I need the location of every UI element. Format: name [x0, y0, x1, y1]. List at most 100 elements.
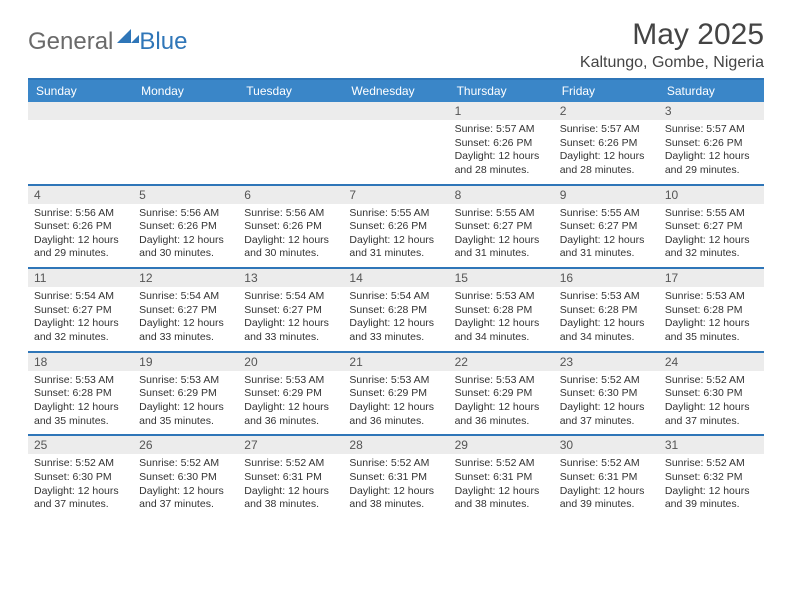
day-number: 8 — [449, 186, 554, 204]
day-number: 23 — [554, 353, 659, 371]
day-number: 25 — [28, 436, 133, 454]
day-text: Sunrise: 5:54 AMSunset: 6:27 PMDaylight:… — [133, 287, 238, 351]
calendar-day: 30Sunrise: 5:52 AMSunset: 6:31 PMDayligh… — [554, 435, 659, 518]
day-number: 17 — [659, 269, 764, 287]
calendar-day: 15Sunrise: 5:53 AMSunset: 6:28 PMDayligh… — [449, 268, 554, 352]
day-number: 30 — [554, 436, 659, 454]
calendar-thead: SundayMondayTuesdayWednesdayThursdayFrid… — [28, 80, 764, 102]
day-text: Sunrise: 5:52 AMSunset: 6:30 PMDaylight:… — [28, 454, 133, 518]
calendar-page: General Blue May 2025 Kaltungo, Gombe, N… — [0, 0, 792, 518]
calendar-day: 21Sunrise: 5:53 AMSunset: 6:29 PMDayligh… — [343, 352, 448, 436]
calendar-day: 7Sunrise: 5:55 AMSunset: 6:26 PMDaylight… — [343, 185, 448, 269]
day-text — [238, 120, 343, 178]
location: Kaltungo, Gombe, Nigeria — [580, 54, 764, 72]
day-text: Sunrise: 5:53 AMSunset: 6:29 PMDaylight:… — [449, 371, 554, 435]
day-number: 19 — [133, 353, 238, 371]
calendar-day: 12Sunrise: 5:54 AMSunset: 6:27 PMDayligh… — [133, 268, 238, 352]
day-text: Sunrise: 5:53 AMSunset: 6:29 PMDaylight:… — [133, 371, 238, 435]
day-number: 22 — [449, 353, 554, 371]
day-number: 18 — [28, 353, 133, 371]
day-text: Sunrise: 5:52 AMSunset: 6:30 PMDaylight:… — [659, 371, 764, 435]
day-number: 21 — [343, 353, 448, 371]
day-number: 11 — [28, 269, 133, 287]
day-text: Sunrise: 5:55 AMSunset: 6:27 PMDaylight:… — [659, 204, 764, 268]
brand-blue: Blue — [139, 28, 187, 56]
calendar-day: 3Sunrise: 5:57 AMSunset: 6:26 PMDaylight… — [659, 102, 764, 185]
day-text: Sunrise: 5:54 AMSunset: 6:27 PMDaylight:… — [238, 287, 343, 351]
calendar-day: 1Sunrise: 5:57 AMSunset: 6:26 PMDaylight… — [449, 102, 554, 185]
calendar-day: 14Sunrise: 5:54 AMSunset: 6:28 PMDayligh… — [343, 268, 448, 352]
calendar-week: 18Sunrise: 5:53 AMSunset: 6:28 PMDayligh… — [28, 352, 764, 436]
day-text: Sunrise: 5:52 AMSunset: 6:31 PMDaylight:… — [449, 454, 554, 518]
month-title: May 2025 — [580, 18, 764, 52]
calendar-body: 1Sunrise: 5:57 AMSunset: 6:26 PMDaylight… — [28, 102, 764, 518]
calendar-day — [343, 102, 448, 185]
dow-header: Tuesday — [238, 80, 343, 102]
dow-header: Saturday — [659, 80, 764, 102]
day-text: Sunrise: 5:52 AMSunset: 6:31 PMDaylight:… — [554, 454, 659, 518]
day-text: Sunrise: 5:55 AMSunset: 6:27 PMDaylight:… — [449, 204, 554, 268]
day-number: 29 — [449, 436, 554, 454]
day-text: Sunrise: 5:55 AMSunset: 6:27 PMDaylight:… — [554, 204, 659, 268]
day-number: 5 — [133, 186, 238, 204]
day-number: 24 — [659, 353, 764, 371]
day-number: 12 — [133, 269, 238, 287]
calendar-day: 26Sunrise: 5:52 AMSunset: 6:30 PMDayligh… — [133, 435, 238, 518]
day-text: Sunrise: 5:55 AMSunset: 6:26 PMDaylight:… — [343, 204, 448, 268]
day-number: 3 — [659, 102, 764, 120]
calendar-day: 10Sunrise: 5:55 AMSunset: 6:27 PMDayligh… — [659, 185, 764, 269]
calendar-day: 6Sunrise: 5:56 AMSunset: 6:26 PMDaylight… — [238, 185, 343, 269]
day-text: Sunrise: 5:53 AMSunset: 6:28 PMDaylight:… — [28, 371, 133, 435]
header: General Blue May 2025 Kaltungo, Gombe, N… — [28, 18, 764, 72]
day-text: Sunrise: 5:52 AMSunset: 6:30 PMDaylight:… — [554, 371, 659, 435]
day-number: 4 — [28, 186, 133, 204]
calendar-day — [238, 102, 343, 185]
day-number: 31 — [659, 436, 764, 454]
day-number — [28, 102, 133, 120]
day-text: Sunrise: 5:53 AMSunset: 6:28 PMDaylight:… — [554, 287, 659, 351]
calendar-day: 16Sunrise: 5:53 AMSunset: 6:28 PMDayligh… — [554, 268, 659, 352]
day-number: 7 — [343, 186, 448, 204]
calendar-week: 4Sunrise: 5:56 AMSunset: 6:26 PMDaylight… — [28, 185, 764, 269]
calendar-day: 5Sunrise: 5:56 AMSunset: 6:26 PMDaylight… — [133, 185, 238, 269]
day-number: 1 — [449, 102, 554, 120]
day-number: 27 — [238, 436, 343, 454]
calendar-week: 11Sunrise: 5:54 AMSunset: 6:27 PMDayligh… — [28, 268, 764, 352]
calendar-day — [28, 102, 133, 185]
brand-logo: General Blue — [28, 18, 187, 56]
brand-mark-icon — [117, 29, 139, 43]
dow-header: Friday — [554, 80, 659, 102]
day-text: Sunrise: 5:54 AMSunset: 6:28 PMDaylight:… — [343, 287, 448, 351]
day-text: Sunrise: 5:57 AMSunset: 6:26 PMDaylight:… — [449, 120, 554, 184]
day-text — [343, 120, 448, 178]
day-text — [28, 120, 133, 178]
day-text: Sunrise: 5:56 AMSunset: 6:26 PMDaylight:… — [133, 204, 238, 268]
dow-header: Thursday — [449, 80, 554, 102]
calendar-day: 25Sunrise: 5:52 AMSunset: 6:30 PMDayligh… — [28, 435, 133, 518]
calendar-day: 31Sunrise: 5:52 AMSunset: 6:32 PMDayligh… — [659, 435, 764, 518]
calendar-day: 29Sunrise: 5:52 AMSunset: 6:31 PMDayligh… — [449, 435, 554, 518]
day-number — [343, 102, 448, 120]
day-number: 10 — [659, 186, 764, 204]
calendar-day: 28Sunrise: 5:52 AMSunset: 6:31 PMDayligh… — [343, 435, 448, 518]
calendar-day: 17Sunrise: 5:53 AMSunset: 6:28 PMDayligh… — [659, 268, 764, 352]
dow-header: Wednesday — [343, 80, 448, 102]
day-number — [238, 102, 343, 120]
calendar-day: 13Sunrise: 5:54 AMSunset: 6:27 PMDayligh… — [238, 268, 343, 352]
day-number: 16 — [554, 269, 659, 287]
calendar-day: 24Sunrise: 5:52 AMSunset: 6:30 PMDayligh… — [659, 352, 764, 436]
day-text: Sunrise: 5:52 AMSunset: 6:32 PMDaylight:… — [659, 454, 764, 518]
day-number: 15 — [449, 269, 554, 287]
calendar-table: SundayMondayTuesdayWednesdayThursdayFrid… — [28, 80, 764, 518]
day-number: 20 — [238, 353, 343, 371]
day-number: 2 — [554, 102, 659, 120]
dow-header: Monday — [133, 80, 238, 102]
day-number: 9 — [554, 186, 659, 204]
calendar-week: 1Sunrise: 5:57 AMSunset: 6:26 PMDaylight… — [28, 102, 764, 185]
brand-general: General — [28, 28, 113, 56]
dow-row: SundayMondayTuesdayWednesdayThursdayFrid… — [28, 80, 764, 102]
calendar-day: 23Sunrise: 5:52 AMSunset: 6:30 PMDayligh… — [554, 352, 659, 436]
day-number: 26 — [133, 436, 238, 454]
day-text: Sunrise: 5:56 AMSunset: 6:26 PMDaylight:… — [28, 204, 133, 268]
calendar-day: 2Sunrise: 5:57 AMSunset: 6:26 PMDaylight… — [554, 102, 659, 185]
